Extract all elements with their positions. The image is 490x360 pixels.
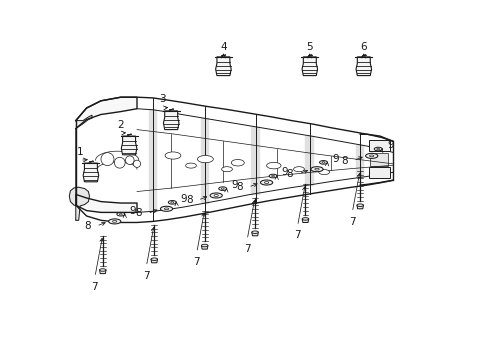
Ellipse shape (219, 187, 227, 190)
Text: 7: 7 (349, 217, 356, 227)
Ellipse shape (319, 170, 330, 175)
Text: 4: 4 (220, 42, 227, 52)
Ellipse shape (267, 162, 281, 169)
Ellipse shape (171, 202, 174, 203)
Circle shape (114, 157, 125, 168)
Text: 9: 9 (129, 206, 136, 216)
Ellipse shape (99, 269, 106, 271)
Circle shape (125, 156, 134, 165)
Ellipse shape (294, 167, 304, 172)
Polygon shape (356, 57, 371, 76)
Text: 9: 9 (180, 194, 187, 204)
Polygon shape (305, 136, 313, 185)
Polygon shape (122, 136, 137, 155)
Ellipse shape (357, 204, 364, 206)
Polygon shape (356, 145, 363, 177)
Polygon shape (76, 115, 92, 194)
Polygon shape (201, 118, 208, 203)
Ellipse shape (269, 174, 277, 178)
Ellipse shape (165, 152, 181, 159)
Text: 7: 7 (92, 282, 98, 292)
Bar (369, 140, 390, 151)
Text: 8: 8 (287, 169, 293, 179)
Polygon shape (302, 57, 318, 76)
Text: 9: 9 (388, 140, 394, 150)
Text: 8: 8 (186, 195, 193, 205)
Polygon shape (357, 205, 364, 209)
Polygon shape (69, 187, 90, 220)
Text: 7: 7 (294, 230, 301, 240)
Ellipse shape (201, 244, 208, 247)
Polygon shape (76, 97, 137, 129)
Bar (370, 153, 388, 166)
Ellipse shape (311, 167, 323, 172)
Ellipse shape (315, 168, 319, 170)
Text: 9: 9 (332, 154, 339, 164)
Text: 8: 8 (342, 156, 348, 166)
Text: 6: 6 (361, 42, 367, 52)
Ellipse shape (120, 213, 122, 215)
Ellipse shape (319, 161, 327, 164)
Ellipse shape (109, 219, 121, 224)
Ellipse shape (252, 231, 258, 234)
Ellipse shape (231, 159, 245, 166)
Ellipse shape (369, 155, 374, 157)
Polygon shape (76, 194, 137, 212)
Polygon shape (151, 259, 157, 263)
Text: 8: 8 (135, 208, 142, 219)
Text: 1: 1 (77, 147, 83, 157)
Ellipse shape (160, 206, 172, 211)
Ellipse shape (186, 163, 196, 168)
Ellipse shape (374, 147, 382, 151)
Text: 2: 2 (118, 120, 124, 130)
Ellipse shape (302, 217, 309, 220)
Ellipse shape (113, 220, 117, 222)
Text: 8: 8 (236, 182, 243, 192)
Ellipse shape (265, 181, 269, 184)
Ellipse shape (366, 153, 378, 158)
Ellipse shape (261, 180, 273, 185)
Ellipse shape (221, 188, 224, 189)
Ellipse shape (271, 175, 274, 177)
Circle shape (101, 153, 114, 166)
Polygon shape (252, 232, 258, 236)
Text: 7: 7 (143, 271, 149, 281)
Ellipse shape (117, 212, 125, 216)
Polygon shape (251, 127, 259, 194)
Bar (369, 167, 390, 178)
Ellipse shape (169, 201, 176, 204)
Polygon shape (83, 163, 98, 182)
Ellipse shape (221, 167, 232, 172)
Polygon shape (99, 270, 106, 274)
Polygon shape (164, 111, 179, 130)
Text: 7: 7 (244, 244, 250, 254)
Ellipse shape (322, 162, 325, 163)
Ellipse shape (210, 193, 222, 198)
Ellipse shape (377, 148, 380, 150)
Text: 7: 7 (194, 257, 200, 267)
Ellipse shape (164, 208, 169, 210)
Polygon shape (302, 219, 309, 222)
Text: 8: 8 (84, 221, 91, 231)
Polygon shape (216, 57, 231, 76)
Text: 3: 3 (160, 94, 166, 104)
Text: 9: 9 (231, 180, 238, 190)
Ellipse shape (214, 194, 219, 197)
Polygon shape (201, 246, 208, 249)
Ellipse shape (151, 258, 157, 261)
Ellipse shape (197, 156, 213, 163)
Circle shape (133, 160, 141, 167)
Text: 9: 9 (282, 167, 288, 177)
Polygon shape (149, 110, 156, 211)
Text: 5: 5 (306, 42, 313, 52)
